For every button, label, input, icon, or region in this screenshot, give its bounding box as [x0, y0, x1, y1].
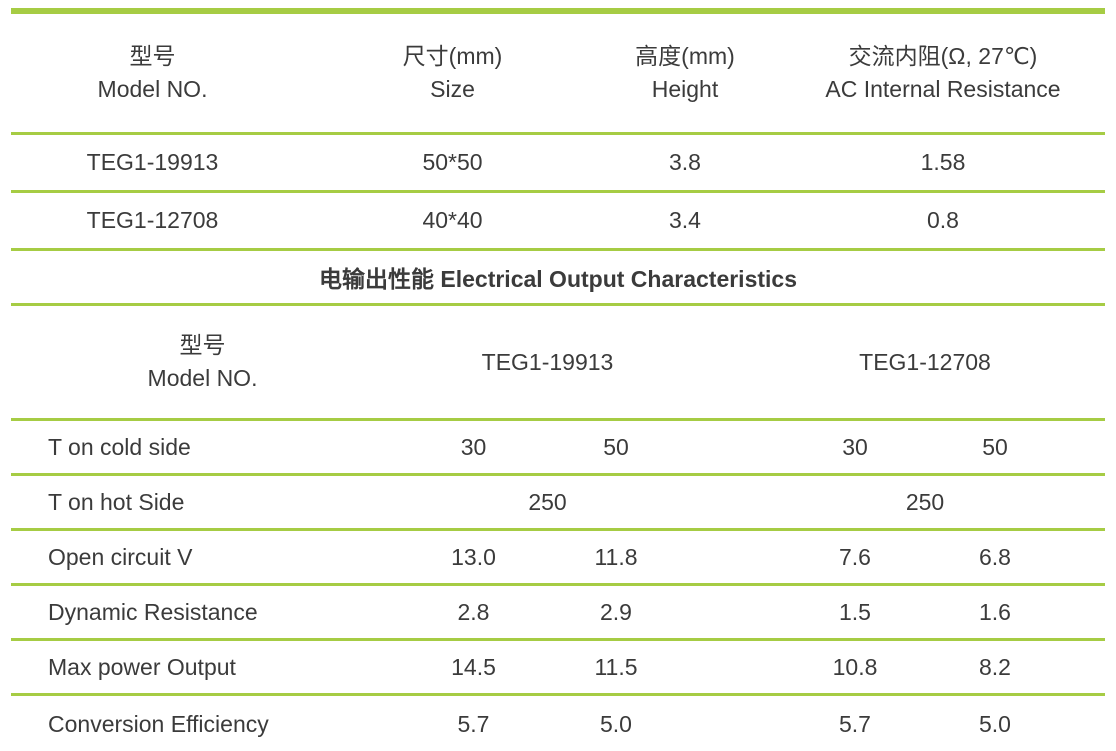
row-label: Dynamic Resistance	[48, 598, 258, 625]
output-column-header-teg1-12708: TEG1-12708	[859, 348, 991, 375]
row-label: Open circuit V	[48, 543, 193, 570]
cell-model: TEG1-19913	[86, 149, 219, 175]
divider	[11, 418, 1105, 421]
cell-size: 40*40	[422, 207, 483, 233]
divider	[11, 693, 1105, 696]
cell-size: 50*50	[422, 149, 483, 175]
cell-value: 7.6	[839, 543, 871, 570]
cell-value-span: 250	[528, 488, 567, 515]
output-column-header-teg1-19913: TEG1-19913	[481, 348, 614, 375]
table-row: Open circuit V 13.0 11.8 7.6 6.8	[0, 531, 1116, 583]
column-header-size-zh: 尺寸(mm)	[402, 43, 503, 69]
column-header-resistance-en: AC Internal Resistance	[825, 76, 1061, 102]
table-row: Max power Output 14.5 11.5 10.8 8.2	[0, 641, 1116, 693]
divider	[11, 190, 1105, 193]
column-header-height-en: Height	[651, 76, 719, 102]
divider	[11, 528, 1105, 531]
column-header-height-zh: 高度(mm)	[635, 43, 735, 69]
cell-height: 3.8	[669, 149, 701, 175]
cell-value-span: 250	[905, 488, 945, 515]
cell-value: 5.0	[979, 710, 1011, 737]
column-header-size-en: Size	[430, 76, 475, 102]
divider	[11, 473, 1105, 476]
column-header-resistance-zh: 交流内阻(Ω, 27℃)	[848, 43, 1038, 69]
cell-value: 6.8	[979, 543, 1011, 570]
table-row: Conversion Efficiency 5.7 5.0 5.7 5.0	[0, 696, 1116, 751]
table-row: TEG1-19913 50*50 3.8 1.58	[0, 135, 1116, 190]
divider	[11, 638, 1105, 641]
spec-table-header-row: 型号 Model NO. 尺寸(mm) Size 高度(mm) Height 交…	[0, 14, 1116, 132]
cell-value: 1.6	[979, 598, 1011, 625]
column-header-model-zh: 型号	[129, 43, 176, 69]
cell-value: 5.7	[839, 710, 871, 737]
cell-value: 50	[982, 433, 1008, 460]
section-title: 电输出性能 Electrical Output Characteristics	[318, 266, 797, 292]
divider	[11, 132, 1105, 135]
column-header-model: 型号 Model NO.	[0, 40, 305, 106]
divider	[11, 248, 1105, 251]
cell-value: 5.7	[457, 710, 490, 737]
output-column-header-model: 型号 Model NO.	[0, 329, 405, 395]
output-column-header-model-en: Model NO.	[147, 365, 258, 391]
cell-value: 14.5	[451, 653, 496, 680]
table-row: TEG1-12708 40*40 3.4 0.8	[0, 193, 1116, 248]
cell-value: 11.5	[594, 653, 638, 680]
cell-value: 5.0	[600, 710, 632, 737]
divider	[11, 303, 1105, 306]
cell-value: 2.8	[457, 598, 490, 625]
cell-value: 2.9	[600, 598, 632, 625]
table-row: T on hot Side 250 250	[0, 476, 1116, 528]
output-column-header-model-zh: 型号	[179, 332, 226, 358]
table-row: T on cold side 30 50 30 50	[0, 421, 1116, 473]
cell-value: 1.5	[839, 598, 871, 625]
cell-value: 30	[460, 433, 487, 460]
row-label: Conversion Efficiency	[48, 710, 269, 737]
cell-height: 3.4	[669, 207, 701, 233]
cell-value: 13.0	[451, 543, 496, 570]
cell-value: 50	[603, 433, 629, 460]
cell-value: 30	[842, 433, 868, 460]
column-header-size: 尺寸(mm) Size	[305, 40, 600, 106]
row-label: Max power Output	[48, 653, 236, 680]
divider-top	[11, 8, 1105, 14]
output-table-header-row: 型号 Model NO. TEG1-19913 TEG1-12708	[0, 306, 1116, 418]
row-label: T on hot Side	[48, 488, 185, 515]
column-header-model-en: Model NO.	[97, 76, 208, 102]
divider	[11, 583, 1105, 586]
cell-value: 11.8	[594, 543, 638, 570]
column-header-resistance: 交流内阻(Ω, 27℃) AC Internal Resistance	[770, 40, 1116, 106]
cell-value: 10.8	[832, 653, 878, 680]
cell-model: TEG1-12708	[86, 207, 219, 233]
column-header-height: 高度(mm) Height	[600, 40, 770, 106]
cell-resistance: 0.8	[927, 207, 959, 233]
row-label: T on cold side	[48, 433, 191, 460]
cell-resistance: 1.58	[920, 149, 966, 175]
table-row: Dynamic Resistance 2.8 2.9 1.5 1.6	[0, 586, 1116, 638]
cell-value: 8.2	[979, 653, 1011, 680]
